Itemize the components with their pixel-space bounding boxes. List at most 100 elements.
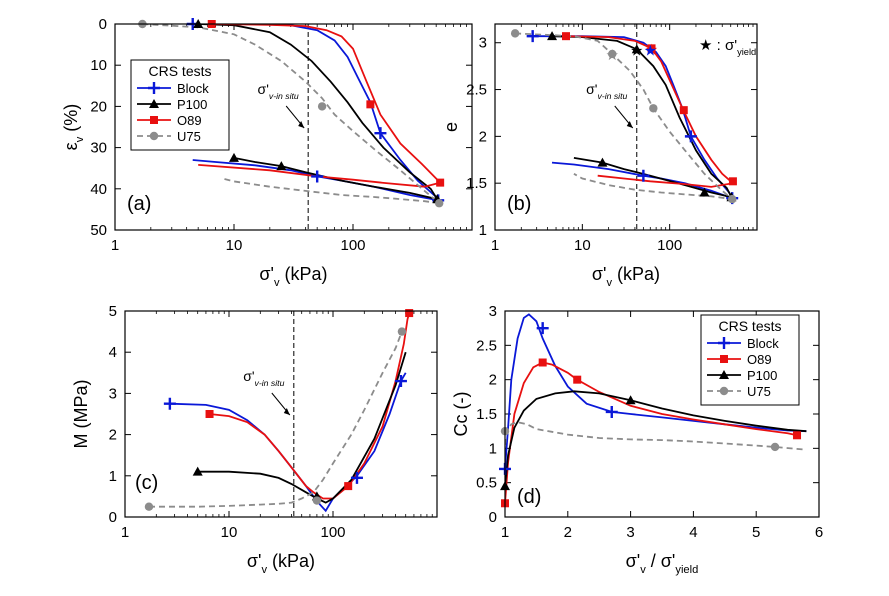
yield-star-part: ★ (606, 47, 619, 64)
series-line-p100 (505, 390, 807, 487)
y-axis-label-part: ε (61, 142, 81, 150)
series-group (149, 312, 411, 513)
y-axis-label-part: Cc (-) (451, 392, 471, 437)
marker-u75 (510, 29, 520, 38)
marker-p100 (699, 187, 710, 197)
marker-p100 (597, 157, 608, 167)
marker-o89 (573, 375, 582, 384)
y-tick-label-part: 3 (489, 303, 497, 320)
marker-u75 (317, 102, 327, 111)
legend-title-part: CRS tests (148, 63, 211, 79)
y-tick-label-part: 0.5 (476, 475, 497, 492)
marker-u75 (397, 327, 407, 336)
x-axis-label-part: yield (675, 564, 698, 576)
marker-block (536, 322, 549, 335)
series-line-u75 (149, 331, 403, 508)
in-situ-annotation-part: σ' (586, 81, 597, 97)
y-tick-label: 2.5 (476, 337, 497, 354)
x-tick-label: 2 (564, 524, 572, 541)
series-line-o89 (565, 35, 735, 188)
x-tick-label-part: 100 (340, 237, 365, 254)
x-tick-label: 100 (320, 524, 345, 541)
in-situ-annotation-part: v-in situ (597, 91, 627, 101)
x-axis-label-part: (kPa) (612, 264, 660, 284)
y-tick-label: 20 (90, 98, 107, 115)
yield-star: ★ (630, 42, 643, 59)
y-tick-label-part: 20 (90, 98, 107, 115)
x-axis-label-part: v (606, 277, 612, 289)
series-line-block (169, 372, 407, 513)
x-tick-label: 10 (226, 237, 243, 254)
legend-label: O89 (747, 352, 772, 367)
y-tick-label: 10 (90, 57, 107, 74)
y-axis-label-part: e (441, 122, 461, 132)
y-tick-label: 1.5 (466, 175, 487, 192)
y-tick-label: 40 (90, 181, 107, 198)
x-tick-label: 1 (501, 524, 509, 541)
y-tick-label-part: 1 (489, 440, 497, 457)
legend-label: O89 (177, 113, 202, 128)
y-axis-label-part: M (MPa) (71, 380, 91, 449)
y-tick-label-part: 0 (109, 509, 117, 526)
x-axis-label-part: / σ' (646, 551, 676, 571)
legend-label: P100 (747, 368, 777, 383)
marker-p100 (631, 44, 642, 54)
x-tick-label: 6 (815, 524, 823, 541)
panel-label: (d) (517, 486, 541, 508)
legend-marker (718, 337, 730, 349)
x-axis-label-part: v (261, 564, 267, 576)
legend-label: Block (177, 81, 209, 96)
yield-star-part: ★ (645, 41, 658, 58)
marker-block (605, 405, 618, 418)
marker-block (637, 169, 650, 182)
y-tick-label-part: 1.5 (476, 406, 497, 423)
y-tick-label-part: 0 (99, 16, 107, 33)
marker-o89 (205, 410, 214, 418)
legend-title-part: CRS tests (718, 318, 781, 334)
legend-label-part: O89 (747, 352, 772, 367)
x-tick-label-part: 2 (564, 524, 572, 541)
x-tick-label: 1 (111, 237, 119, 254)
series-line-u75 (142, 24, 443, 205)
legend-box (130, 59, 230, 151)
marker-block (374, 127, 387, 140)
x-axis-label-part: (kPa) (280, 264, 328, 284)
series-group (515, 32, 736, 201)
y-tick-label: 2 (489, 372, 497, 389)
annotation-arrowhead (283, 408, 290, 415)
y-tick-label: 0 (109, 509, 117, 526)
yield-star: ★ (645, 41, 658, 58)
plot-frame (504, 310, 820, 518)
x-axis-label: σ'v (kPa) (247, 551, 315, 576)
legend-label-part: Block (747, 336, 779, 351)
y-tick-label: 4 (109, 344, 117, 361)
x-tick-label-part: 100 (320, 524, 345, 541)
y-tick-label: 0 (99, 16, 107, 33)
x-axis-label-part: v (274, 277, 280, 289)
x-axis-label-part: v (640, 564, 646, 576)
marker-u75 (608, 49, 617, 59)
legend-marker (149, 99, 159, 108)
y-axis-label: M (MPa) (71, 380, 91, 449)
y-tick-label: 1 (109, 468, 117, 485)
y-tick-label-part: 2.5 (466, 82, 487, 99)
marker-o89 (436, 178, 445, 187)
panel-label-part: (c) (135, 472, 158, 494)
y-tick-label-part: 10 (90, 57, 107, 74)
y-tick-label-part: 2.5 (476, 337, 497, 354)
x-tick-label-part: 5 (752, 524, 760, 541)
y-axis-label-part: v (74, 136, 86, 142)
marker-o89 (728, 177, 737, 186)
y-tick-label-part: 3 (109, 385, 117, 402)
plot-frame (494, 23, 758, 231)
x-tick-label-part: 1 (111, 237, 119, 254)
y-tick-label-part: 30 (90, 140, 107, 157)
marker-u75 (649, 104, 658, 113)
y-tick-label-part: 40 (90, 181, 107, 198)
marker-p100 (192, 466, 203, 476)
y-tick-label: 50 (90, 222, 107, 239)
series-group (142, 24, 443, 205)
yield-star-part: ★ (644, 42, 657, 59)
panel-label: (b) (507, 193, 531, 215)
